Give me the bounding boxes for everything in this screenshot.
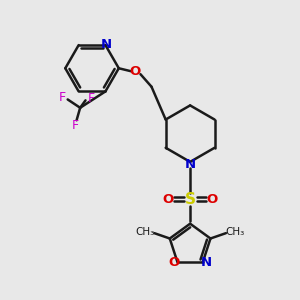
Text: CH₃: CH₃ — [136, 227, 155, 237]
Text: O: O — [130, 65, 141, 78]
Text: O: O — [168, 256, 180, 269]
Text: F: F — [87, 92, 94, 105]
Text: O: O — [162, 193, 173, 206]
Text: N: N — [201, 256, 212, 269]
Text: CH₃: CH₃ — [225, 227, 244, 237]
Text: O: O — [207, 193, 218, 206]
Text: S: S — [184, 191, 196, 206]
Text: N: N — [184, 158, 196, 171]
Text: N: N — [101, 38, 112, 51]
Text: F: F — [59, 92, 66, 104]
Text: F: F — [71, 119, 79, 132]
